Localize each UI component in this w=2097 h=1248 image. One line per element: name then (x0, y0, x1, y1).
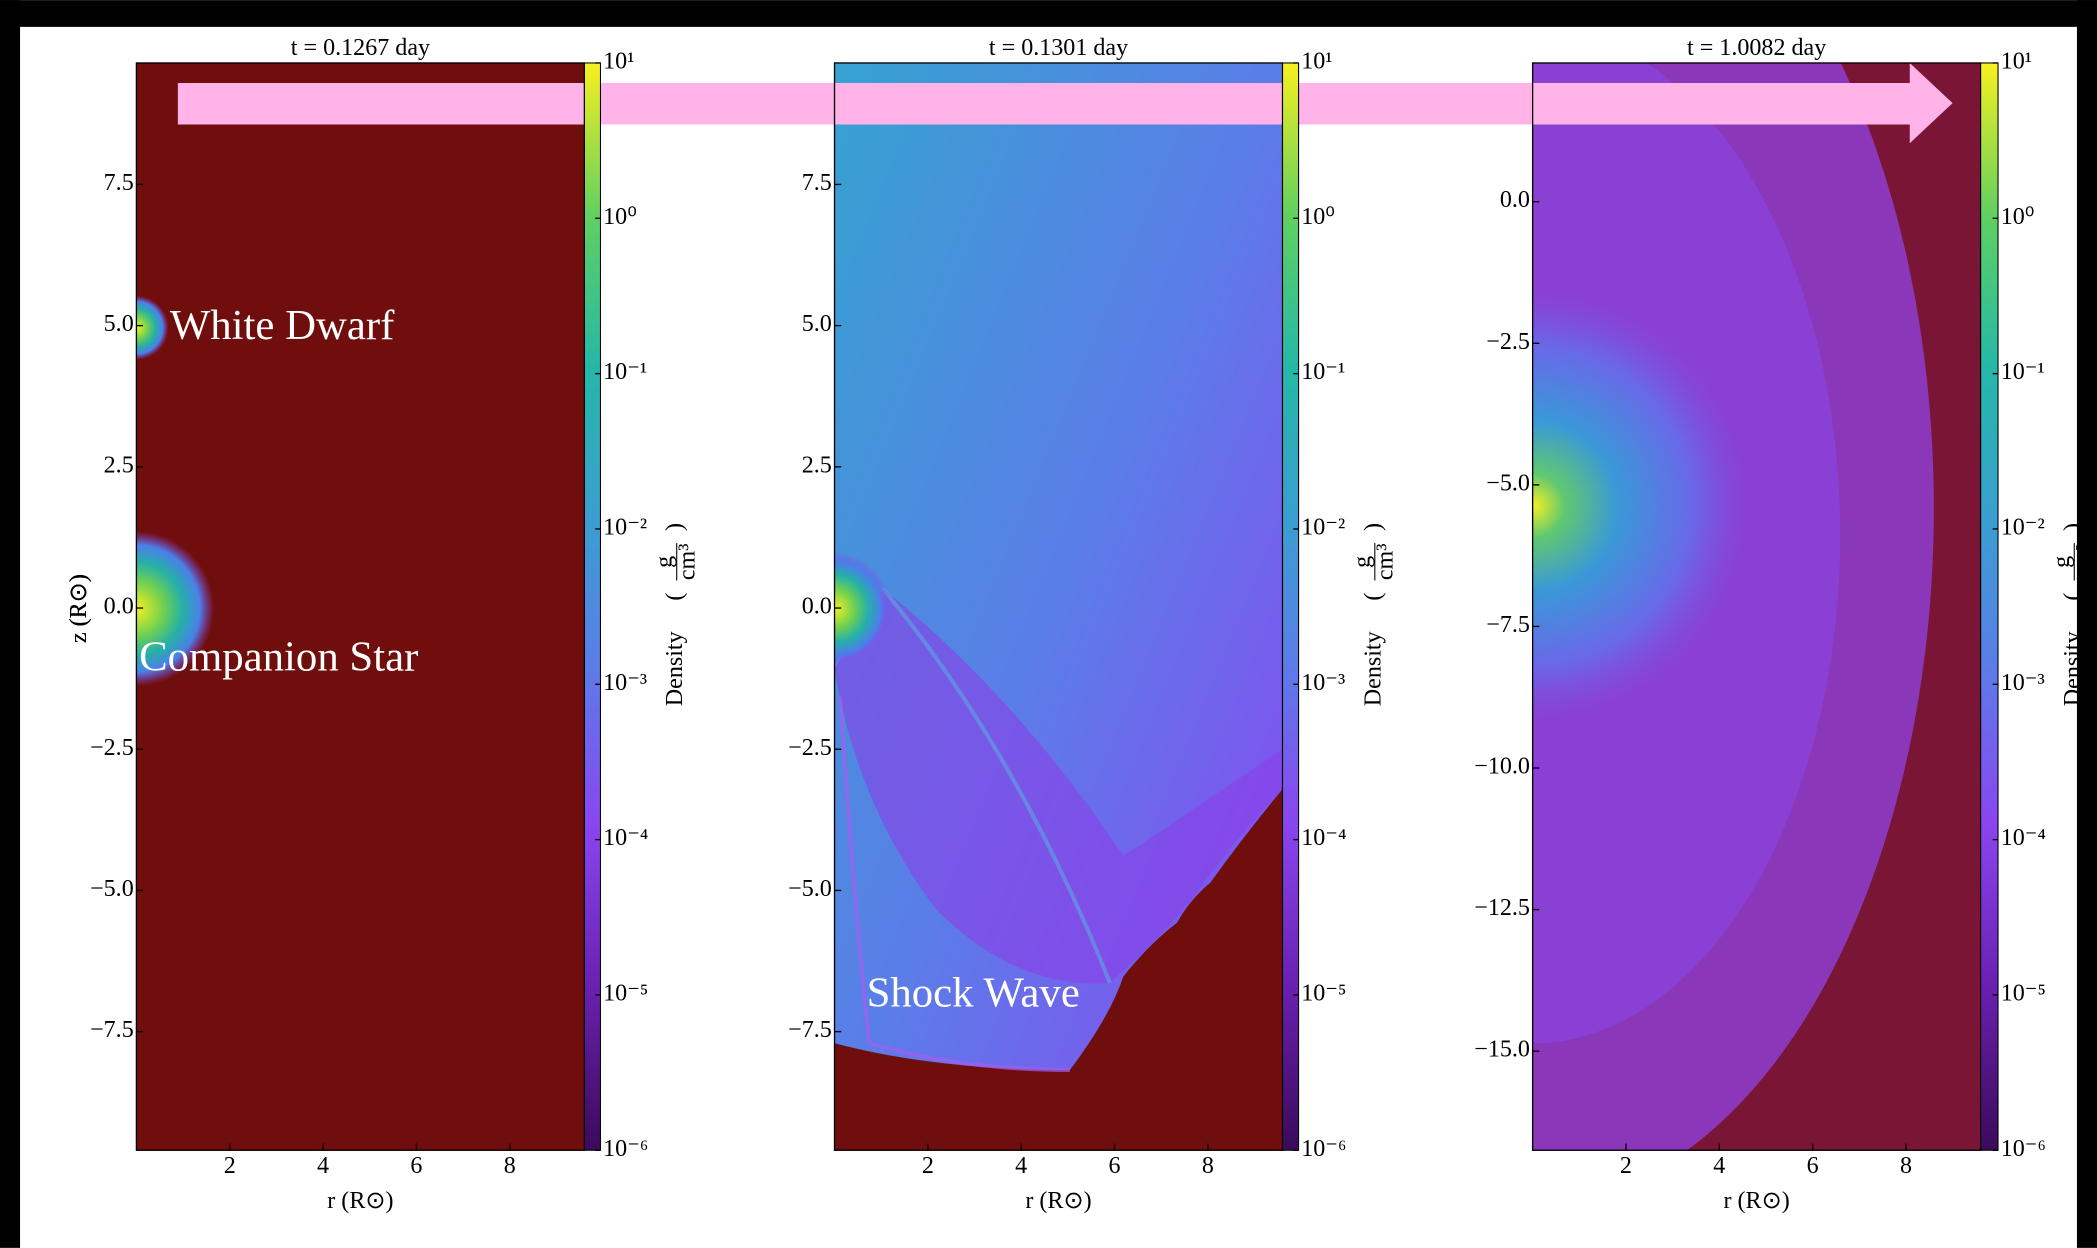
colorbar-tick-label: 10⁻⁴ (1301, 825, 1346, 851)
unit-paren: ( (2060, 593, 2086, 601)
frame (0, 0, 2097, 27)
colorbar-tick-label: 10⁰ (603, 204, 637, 230)
x-axis-label: r (R⊙) (327, 1188, 393, 1214)
colorbar-tick-label: 10⁻³ (2001, 670, 2045, 696)
unit-paren: ) (2060, 523, 2086, 531)
colorbar-tick-label: 10⁻² (1301, 514, 1345, 540)
y-tick-label: 2.5 (802, 452, 832, 478)
colorbar-tick-label: 10⁰ (2001, 204, 2035, 230)
panel-title: t = 0.1301 day (989, 35, 1128, 61)
x-axis-label: r (R⊙) (1025, 1188, 1091, 1214)
x-tick-label: 2 (1620, 1153, 1632, 1179)
y-axis-label: z (R⊙) (66, 574, 92, 643)
y-tick-label: −7.5 (788, 1017, 832, 1043)
annotation: Shock Wave (867, 969, 1080, 1016)
x-tick-label: 2 (922, 1153, 934, 1179)
y-tick-label: −7.5 (90, 1017, 134, 1043)
x-tick-label: 4 (1015, 1153, 1027, 1179)
colorbar-tick-label: 10¹ (603, 49, 634, 75)
y-tick-label: −2.5 (90, 735, 134, 761)
annotation: Companion Star (139, 634, 418, 681)
unit-paren: ) (662, 523, 688, 531)
y-tick-label: 0.0 (104, 594, 134, 620)
y-tick-label: 7.5 (802, 170, 832, 196)
y-tick-label: −5.0 (1486, 470, 1530, 496)
colorbar-tick-label: 10⁻³ (603, 670, 647, 696)
colorbar-tick-label: 10⁻⁵ (603, 980, 648, 1006)
density-map (136, 62, 585, 1151)
colorbar-tick-label: 10⁻² (603, 514, 647, 540)
x-tick-label: 6 (1109, 1153, 1121, 1179)
time-arrow (177, 62, 1953, 144)
colorbar-label: Density (662, 631, 688, 706)
y-tick-label: −7.5 (1486, 612, 1530, 638)
frame (0, 0, 21, 1248)
y-tick-label: −2.5 (788, 735, 832, 761)
colorbar-tick-label: 10⁻¹ (603, 359, 647, 385)
x-tick-label: 6 (410, 1153, 422, 1179)
colorbar-tick-label: 10⁻⁵ (1301, 980, 1346, 1006)
x-tick-label: 4 (317, 1153, 329, 1179)
colorbar-tick-label: 10¹ (1301, 49, 1332, 75)
x-tick-label: 8 (1900, 1153, 1912, 1179)
colorbar-tick-label: 10¹ (2001, 49, 2032, 75)
frame (2076, 0, 2097, 1248)
unit-paren: ) (1360, 523, 1386, 531)
y-tick-label: −5.0 (788, 876, 832, 902)
y-tick-label: 0.0 (1500, 187, 1530, 213)
unit-denominator: cm³ (1372, 543, 1398, 580)
unit-paren: ( (662, 593, 688, 601)
x-tick-label: 2 (224, 1153, 236, 1179)
y-tick-label: −15.0 (1474, 1037, 1530, 1063)
y-tick-label: −2.5 (1486, 329, 1530, 355)
colorbar-tick-label: 10⁻⁵ (2001, 980, 2046, 1006)
colorbar-label: Density (1360, 631, 1386, 706)
unit-numerator: g (1350, 556, 1376, 568)
colorbar-tick-label: 10⁻⁴ (603, 825, 648, 851)
unit-numerator: g (2049, 556, 2075, 568)
unit-denominator: cm³ (2072, 543, 2097, 580)
x-tick-label: 8 (1202, 1153, 1214, 1179)
y-axis-label: z (R⊙) (66, 574, 92, 643)
y-tick-label: −12.5 (1474, 895, 1530, 921)
colorbar-tick-label: 10⁻⁶ (1301, 1136, 1346, 1162)
x-tick-label: 6 (1807, 1153, 1819, 1179)
unit-denominator: cm³ (674, 543, 700, 580)
colorbar-label: Density (2060, 631, 2086, 706)
y-axis-label: z (R⊙) (66, 574, 92, 643)
colorbar-tick-label: 10⁻⁶ (2001, 1136, 2046, 1162)
colorbar-tick-label: 10⁻⁴ (2001, 825, 2046, 851)
density-map (1532, 62, 1981, 1151)
x-tick-label: 4 (1713, 1153, 1725, 1179)
y-tick-label: 5.0 (104, 311, 134, 337)
colorbar-tick-label: 10⁻³ (1301, 670, 1345, 696)
colorbar-tick-label: 10⁻² (2001, 514, 2045, 540)
y-tick-label: −5.0 (90, 876, 134, 902)
unit-paren: ( (1360, 593, 1386, 601)
y-tick-label: 2.5 (104, 452, 134, 478)
colorbar (583, 62, 602, 1151)
y-tick-label: 5.0 (802, 311, 832, 337)
x-axis-label: r (R⊙) (1723, 1188, 1789, 1214)
colorbar (1980, 62, 1999, 1151)
annotation: White Dwarf (170, 302, 395, 349)
colorbar-tick-label: 10⁻¹ (2001, 359, 2045, 385)
colorbar (1282, 62, 1300, 1151)
y-tick-label: 7.5 (104, 170, 134, 196)
colorbar-tick-label: 10⁻⁶ (603, 1136, 648, 1162)
panel-title: t = 0.1267 day (291, 35, 430, 61)
panel-title: t = 1.0082 day (1687, 35, 1826, 61)
y-tick-label: 0.0 (802, 594, 832, 620)
density-map (834, 62, 1283, 1151)
x-tick-label: 8 (504, 1153, 516, 1179)
colorbar-tick-label: 10⁰ (1301, 204, 1335, 230)
colorbar-tick-label: 10⁻¹ (1301, 359, 1345, 385)
unit-numerator: g (652, 556, 678, 568)
y-tick-label: −10.0 (1474, 754, 1530, 780)
